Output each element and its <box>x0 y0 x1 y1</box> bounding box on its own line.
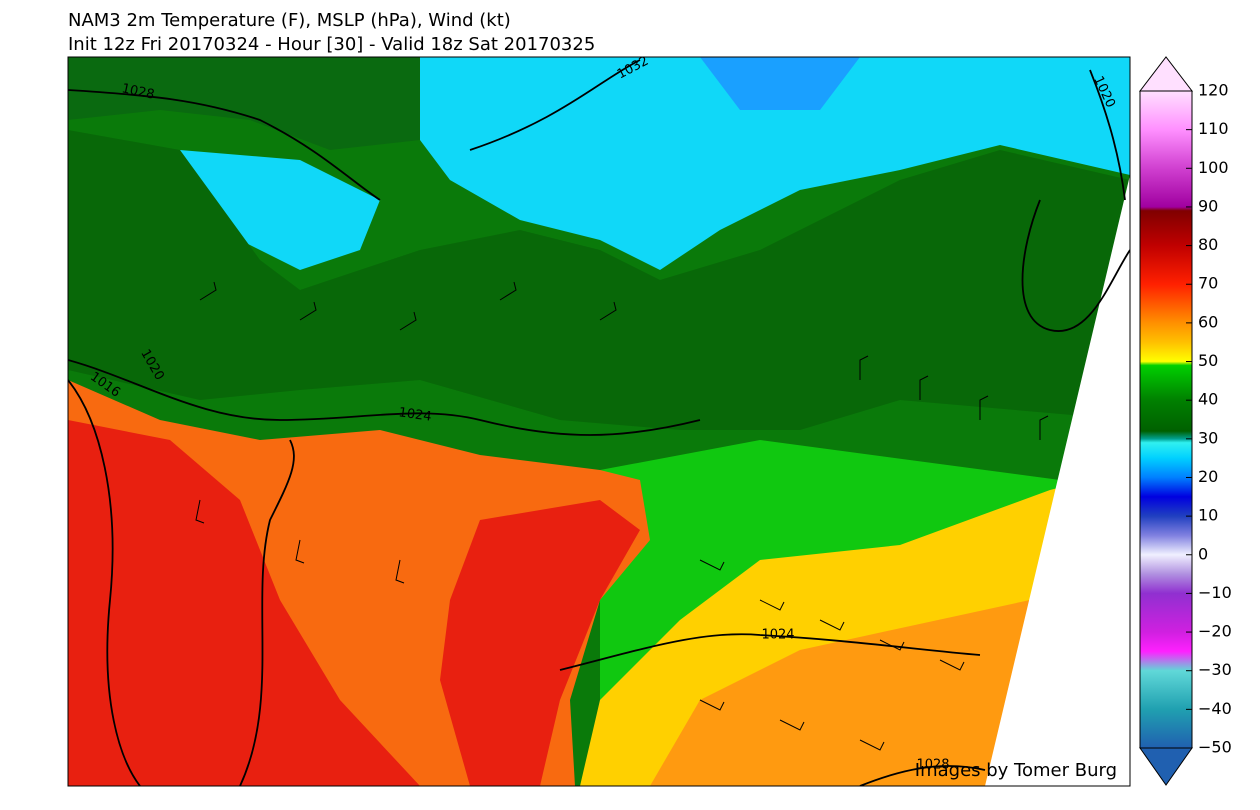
colorbar-tick-label: −30 <box>1198 660 1232 679</box>
map: 1028 1032 1020 1020 1016 1024 1024 1028 … <box>68 57 1130 786</box>
contour <box>68 359 701 436</box>
credit: Images by Tomer Burg <box>915 760 1117 781</box>
cold-north <box>420 57 1130 270</box>
hot-east <box>440 500 640 786</box>
contour-label: 1024 <box>761 628 794 643</box>
colorbar-tick-label: 60 <box>1198 312 1218 331</box>
colorbar-extend-bottom <box>1139 747 1193 786</box>
contour-label: 1024 <box>398 405 433 424</box>
colorbar-tick-label: −50 <box>1198 738 1232 757</box>
colorbar-tick-label: 120 <box>1198 81 1229 100</box>
colorbar-tick-label: 110 <box>1198 119 1229 138</box>
no-data <box>985 175 1130 786</box>
wind-barbs <box>195 281 1049 751</box>
colorbar-tick-label: 0 <box>1198 544 1208 563</box>
contour <box>239 439 295 786</box>
colorbar-tick-label: −40 <box>1198 699 1232 718</box>
contour <box>68 89 381 201</box>
colorbar-tick-label: 70 <box>1198 274 1218 293</box>
contour-label: 1028 <box>120 81 155 103</box>
colorbar-body <box>1139 90 1193 749</box>
colorbar-tick-label: 50 <box>1198 351 1218 370</box>
colorbar-extend-top <box>1138 56 1194 92</box>
cold-core <box>700 57 860 110</box>
colorbar-tick-label: 90 <box>1198 196 1218 215</box>
contour <box>469 59 641 151</box>
colorbar-tick-label: −10 <box>1198 583 1232 602</box>
contour <box>859 765 986 786</box>
colorbar-tick-label: 40 <box>1198 390 1218 409</box>
hot-west <box>68 420 420 786</box>
colorbar-tick-label: −20 <box>1198 622 1232 641</box>
map-frame <box>67 56 1131 787</box>
colorbar-tick-label: 10 <box>1198 506 1218 525</box>
contour <box>68 379 141 786</box>
colorbar: −50 −40 −30 −20 −10 0 10 20 30 40 50 60 70 80 90 100 110… <box>1138 56 1232 786</box>
colorbar-tick-label: 100 <box>1198 158 1229 177</box>
north-land <box>68 57 420 150</box>
colorbar-tick-label: 80 <box>1198 235 1218 254</box>
colorbar-tick-label: 20 <box>1198 467 1218 486</box>
colorbar-tick-label: 30 <box>1198 428 1218 447</box>
contour <box>1021 199 1130 332</box>
contour <box>559 633 981 671</box>
contour-label: 1028 <box>916 758 949 773</box>
dark-green <box>68 130 1130 430</box>
lake <box>180 150 380 270</box>
title: NAM3 2m Temperature (F), MSLP (hPa), Win… <box>68 10 511 31</box>
subtitle: Init 12z Fri 20170324 - Hour [30] - Vali… <box>68 34 595 55</box>
contour <box>1089 69 1126 201</box>
